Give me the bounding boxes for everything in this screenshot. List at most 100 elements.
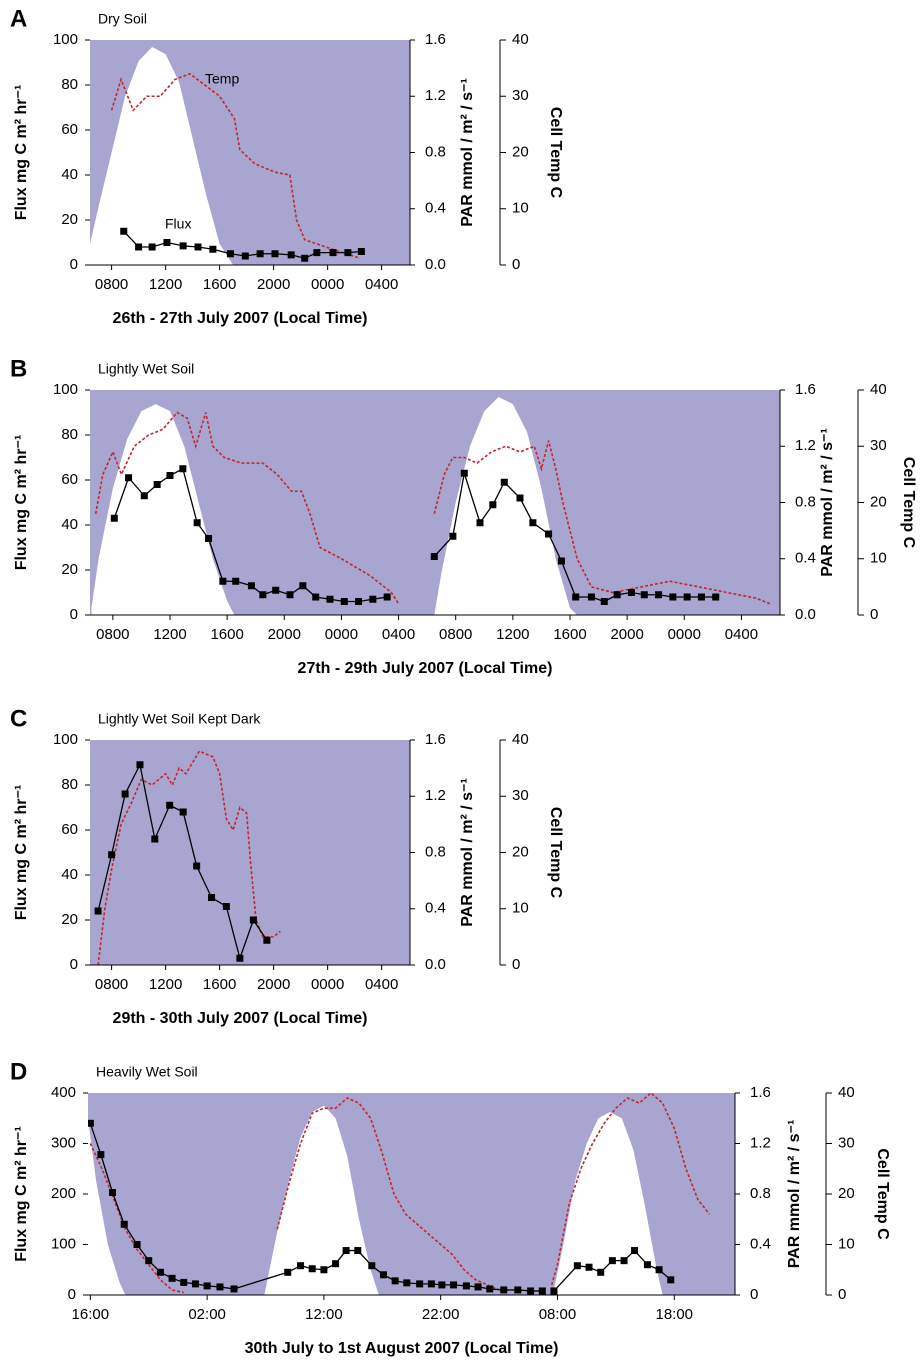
flux-marker (301, 254, 309, 262)
flux-marker (299, 582, 307, 590)
flux-marker (585, 1263, 593, 1271)
flux-marker (640, 591, 648, 599)
flux-marker (631, 1247, 639, 1255)
flux-marker (156, 1268, 164, 1276)
flux-marker (148, 243, 156, 251)
flux-marker (545, 530, 553, 538)
temp-line (94, 411, 771, 605)
x-tick-label: 1200 (149, 976, 182, 993)
y2-tick-label: 0.0 (425, 256, 446, 273)
flux-marker (151, 835, 159, 843)
y2-tick-label: 0.0 (795, 606, 816, 623)
par-area (88, 1105, 735, 1295)
panel: 0 100 200 300 400 0 0.4 0.8 1.2 1.6 0 10 20 30 40 16:00… (10, 1058, 891, 1357)
y3-tick-label: 20 (512, 843, 529, 860)
flux-marker (355, 598, 363, 605)
flux-marker (163, 239, 171, 246)
temp-line (89, 1091, 710, 1294)
flux-marker (232, 577, 240, 585)
y-tick-label: 60 (61, 121, 78, 138)
y2-axis-title: PAR mmol / m² / s⁻¹ (459, 78, 476, 227)
flux-marker (550, 1287, 558, 1295)
flux-marker (712, 593, 720, 601)
flux-marker (460, 469, 468, 477)
flux-marker (271, 250, 279, 258)
plot-area (94, 750, 281, 966)
panel-letter: D (10, 1058, 27, 1085)
y3-tick-label: 30 (512, 787, 529, 804)
flux-marker (109, 1188, 117, 1196)
flux-marker (391, 1277, 399, 1285)
flux-marker (342, 1247, 350, 1255)
y2-tick-label: 0.8 (750, 1185, 771, 1202)
y3-tick-label: 0 (838, 1286, 846, 1303)
x-tick-label: 0000 (311, 276, 344, 293)
y-tick-label: 0 (70, 956, 78, 973)
panel: 0 20 40 60 80 100 0.0 0.4 0.8 1.2 1.6 0 10 20 30 40 0800… (10, 5, 564, 327)
flux-marker (597, 1268, 605, 1276)
par-area (90, 47, 410, 265)
y3-tick-label: 10 (512, 200, 529, 217)
flux-marker (557, 557, 565, 565)
y3-tick-label: 40 (838, 1084, 855, 1101)
y3-tick-label: 0 (512, 956, 520, 973)
y3-tick-label: 20 (838, 1185, 855, 1202)
flux-marker (354, 1247, 362, 1255)
x-tick-label: 1600 (203, 976, 236, 993)
flux-marker (226, 250, 234, 258)
y-tick-label: 0 (70, 606, 78, 623)
flux-marker (449, 532, 457, 540)
x-tick-label: 02:00 (188, 1306, 226, 1323)
flux-marker (527, 1287, 535, 1295)
flux-marker (249, 916, 257, 924)
y2-tick-label: 1.6 (750, 1084, 771, 1101)
y-axis-title: Flux mg C m² hr⁻¹ (13, 435, 30, 571)
flux-marker (368, 1262, 376, 1270)
flux-marker (166, 801, 174, 809)
flux-marker (627, 589, 635, 596)
panel-letter: A (10, 5, 27, 32)
flux-marker (256, 250, 264, 258)
y2-tick-label: 0.8 (425, 143, 446, 160)
flux-marker (474, 1283, 482, 1291)
flux-marker (166, 472, 174, 479)
flux-marker (489, 501, 497, 509)
flux-marker (133, 1241, 141, 1248)
y3-tick-label: 40 (512, 731, 529, 748)
flux-marker (120, 227, 128, 235)
flux-marker (121, 790, 129, 798)
x-tick-label: 2000 (257, 976, 290, 993)
y-tick-label: 40 (61, 516, 78, 533)
flux-marker (88, 1119, 94, 1127)
flux-marker (403, 1279, 411, 1287)
flux-marker (600, 598, 608, 605)
annotation: Flux (165, 216, 191, 232)
x-tick-label: 1200 (496, 626, 529, 643)
y2-tick-label: 0.0 (425, 956, 446, 973)
flux-marker (462, 1282, 470, 1290)
y-axis-title: Flux mg C m² hr⁻¹ (13, 785, 30, 921)
y3-tick-label: 10 (838, 1235, 855, 1252)
flux-marker (643, 1261, 651, 1269)
flux-marker (697, 593, 705, 601)
x-tick-label: 0000 (325, 626, 358, 643)
x-tick-label: 0400 (365, 976, 398, 993)
flux-marker (572, 593, 580, 601)
plot-area (88, 1091, 735, 1295)
flux-marker (135, 243, 143, 251)
flux-marker (287, 251, 295, 259)
flux-marker (620, 1257, 628, 1265)
flux-marker (655, 1266, 663, 1274)
flux-marker (500, 1286, 508, 1294)
panel: 0 20 40 60 80 100 0.0 0.4 0.8 1.2 1.6 0 10 20 30 40 0800… (10, 705, 564, 1027)
y2-tick-label: 1.6 (795, 381, 816, 398)
flux-marker (94, 907, 102, 915)
flux-marker (140, 492, 148, 500)
flux-marker (219, 577, 227, 585)
y2-axis-title: PAR mmol / m² / s⁻¹ (786, 1120, 803, 1269)
x-tick-label: 0000 (668, 626, 701, 643)
flux-marker (203, 1282, 211, 1290)
flux-marker (205, 535, 213, 542)
y-tick-label: 40 (61, 166, 78, 183)
flux-marker (476, 519, 484, 527)
